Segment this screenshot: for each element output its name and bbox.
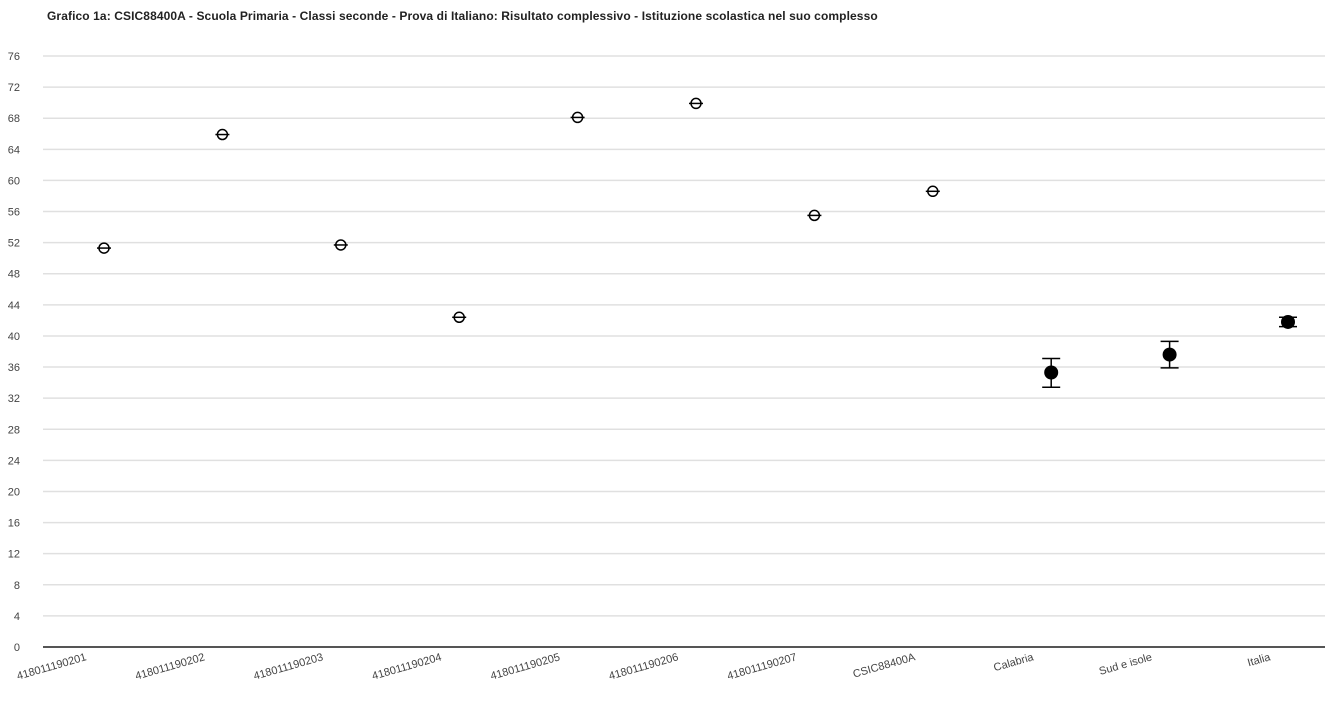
x-tick-label: 418011190203 bbox=[252, 651, 324, 682]
x-tick-label: Sud e isole bbox=[1098, 651, 1154, 678]
x-tick-label: 418011190201 bbox=[16, 651, 88, 682]
y-tick-label: 24 bbox=[8, 455, 20, 467]
data-points bbox=[97, 97, 1297, 389]
y-tick-label: 20 bbox=[8, 486, 20, 498]
data-point-filled bbox=[1044, 365, 1059, 380]
y-tick-label: 36 bbox=[8, 362, 20, 374]
data-point-open bbox=[333, 239, 348, 251]
y-tick-label: 4 bbox=[14, 611, 20, 623]
data-point-open bbox=[807, 209, 822, 222]
data-point-filled bbox=[1281, 314, 1295, 329]
y-tick-label: 0 bbox=[14, 642, 20, 654]
x-tick-label: 418011190204 bbox=[371, 651, 443, 682]
y-tick-label: 56 bbox=[8, 207, 20, 219]
y-tick-label: 40 bbox=[8, 331, 20, 343]
y-tick-label: 32 bbox=[8, 393, 20, 405]
gridlines bbox=[43, 55, 1325, 617]
x-tick-label: 418011190206 bbox=[608, 651, 680, 682]
data-point-open bbox=[570, 111, 585, 124]
data-point-open bbox=[215, 128, 230, 141]
x-tick-label: 418011190205 bbox=[489, 651, 561, 682]
y-tick-label: 64 bbox=[8, 144, 20, 156]
data-point-filled bbox=[1162, 347, 1177, 362]
y-tick-label: 12 bbox=[8, 549, 20, 561]
data-point-open bbox=[452, 311, 467, 324]
x-tick-label: 418011190202 bbox=[134, 651, 206, 682]
data-point-open bbox=[689, 97, 703, 110]
data-point-open bbox=[925, 185, 940, 198]
y-tick-label: 8 bbox=[14, 580, 20, 592]
data-point-open bbox=[97, 242, 111, 254]
y-tick-label: 48 bbox=[8, 269, 20, 281]
y-tick-label: 52 bbox=[8, 238, 20, 250]
x-tick-label: Italia bbox=[1246, 651, 1272, 669]
x-tick-label: Calabria bbox=[992, 651, 1036, 674]
y-tick-label: 68 bbox=[8, 113, 20, 125]
x-tick-label: 418011190207 bbox=[726, 651, 798, 682]
x-axis-labels: 418011190201 418011190202 418011190203 4180… bbox=[16, 651, 1273, 683]
y-tick-label: 28 bbox=[8, 424, 20, 436]
y-tick-label: 76 bbox=[8, 51, 20, 63]
y-tick-label: 72 bbox=[8, 82, 20, 94]
x-tick-label: CSIC88400A bbox=[852, 651, 918, 680]
y-tick-label: 16 bbox=[8, 518, 20, 530]
chart-title: Grafico 1a: CSIC88400A - Scuola Primaria… bbox=[47, 9, 878, 23]
y-tick-label: 44 bbox=[8, 300, 20, 312]
y-tick-label: 60 bbox=[8, 175, 20, 187]
